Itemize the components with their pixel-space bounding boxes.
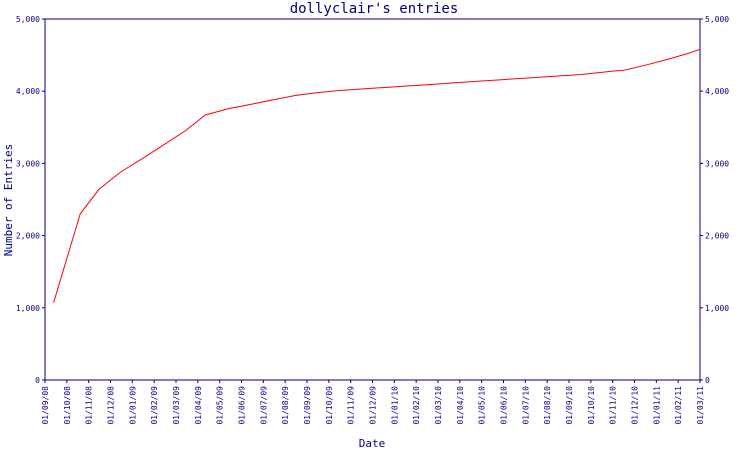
x-tick-label: 01/09/10 bbox=[565, 386, 574, 425]
x-tick-label: 01/05/09 bbox=[216, 386, 225, 425]
x-tick-label: 01/09/08 bbox=[41, 386, 50, 425]
y-tick-label-right: 2,000 bbox=[705, 232, 729, 241]
y-tick-label-right: 1,000 bbox=[705, 304, 729, 313]
y-tick-label-left: 3,000 bbox=[16, 159, 40, 168]
x-tick-label: 01/03/11 bbox=[696, 386, 705, 425]
y-tick-label-right: 5,000 bbox=[705, 15, 729, 24]
x-axis-label: Date bbox=[359, 437, 386, 450]
x-tick-label: 01/11/10 bbox=[609, 386, 618, 425]
x-tick-label: 01/02/09 bbox=[150, 386, 159, 425]
x-tick-label: 01/12/10 bbox=[631, 386, 640, 425]
x-tick-label: 01/10/09 bbox=[325, 386, 334, 425]
x-tick-label: 01/03/10 bbox=[434, 386, 443, 425]
x-tick-label: 01/01/09 bbox=[128, 386, 137, 425]
y-axis-label: Number of Entries bbox=[2, 144, 15, 257]
x-tick-label: 01/08/09 bbox=[281, 386, 290, 425]
x-tick-label: 01/11/09 bbox=[347, 386, 356, 425]
y-tick-label-left: 4,000 bbox=[16, 87, 40, 96]
x-tick-label: 01/01/10 bbox=[390, 386, 399, 425]
x-tick-label: 01/05/10 bbox=[478, 386, 487, 425]
series-group bbox=[53, 48, 701, 303]
y-tick-label-right: 4,000 bbox=[705, 87, 729, 96]
y-axis-right: 0 1,000 2,000 3,000 4,000 5,000 bbox=[700, 15, 729, 385]
x-tick-label: 01/09/09 bbox=[303, 386, 312, 425]
x-tick-label: 01/07/10 bbox=[521, 386, 530, 425]
x-tick-label: 01/07/09 bbox=[259, 386, 268, 425]
plot-frame bbox=[44, 18, 701, 381]
x-axis: 01/09/08 01/10/08 01/11/08 01/12/08 01/01/09… bbox=[41, 380, 705, 425]
chart-title: dollyclair's entries bbox=[290, 1, 459, 17]
series-line bbox=[53, 48, 701, 303]
x-tick-label: 01/11/08 bbox=[85, 386, 94, 425]
x-tick-label: 01/08/10 bbox=[543, 386, 552, 425]
y-axis-left: 0 1,000 2,000 3,000 4,000 5,000 bbox=[16, 15, 45, 385]
x-tick-label: 01/12/09 bbox=[369, 386, 378, 425]
x-tick-label: 01/01/11 bbox=[652, 386, 661, 425]
x-tick-label: 01/10/08 bbox=[63, 386, 72, 425]
y-tick-label-left: 5,000 bbox=[16, 15, 40, 24]
x-tick-label: 01/04/09 bbox=[194, 386, 203, 425]
y-tick-label-right: 0 bbox=[705, 376, 710, 385]
x-tick-label: 01/04/10 bbox=[456, 386, 465, 425]
x-tick-label: 01/06/09 bbox=[238, 386, 247, 425]
x-tick-label: 01/10/10 bbox=[587, 386, 596, 425]
x-tick-label: 01/12/08 bbox=[107, 386, 116, 425]
x-tick-label: 01/02/11 bbox=[674, 386, 683, 425]
x-tick-label: 01/06/10 bbox=[500, 386, 509, 425]
y-tick-label-left: 0 bbox=[35, 376, 40, 385]
x-tick-label: 01/03/09 bbox=[172, 386, 181, 425]
x-tick-label: 01/02/10 bbox=[412, 386, 421, 425]
y-tick-label-left: 1,000 bbox=[16, 304, 40, 313]
y-tick-label-left: 2,000 bbox=[16, 232, 40, 241]
y-tick-label-right: 3,000 bbox=[705, 159, 729, 168]
